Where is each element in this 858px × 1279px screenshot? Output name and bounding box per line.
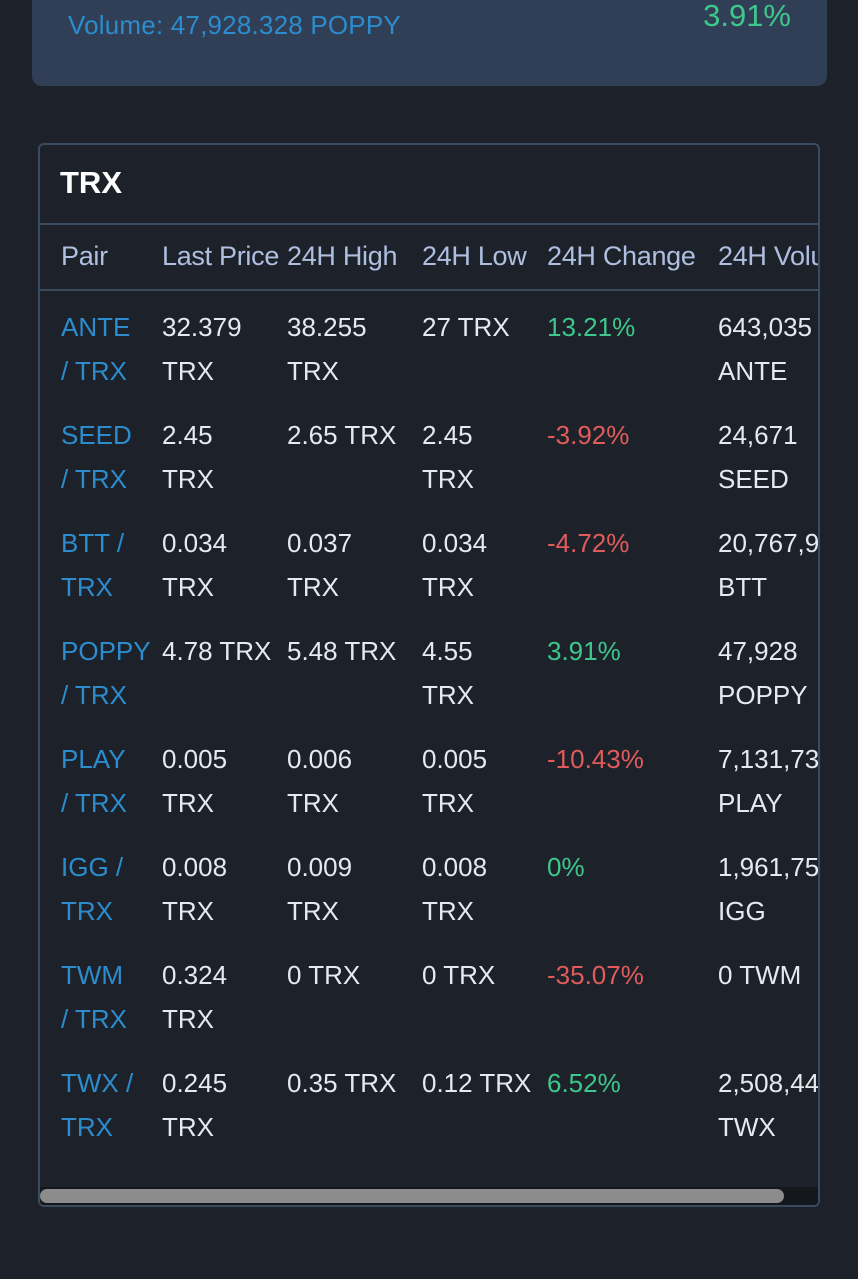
low-price: 4.55 TRX [422,636,474,710]
high-price: 5.48 TRX [287,636,397,666]
table-row[interactable]: TWX / TRX 0.245 TRX 0.35 TRX 0.12 TRX 6.… [40,1047,820,1155]
low-price: 0.034 TRX [422,528,488,602]
pair-link[interactable]: BTT / TRX [61,528,125,602]
pair-link[interactable]: TWX / TRX [61,1068,134,1142]
volume: 20,767,9 BTT [718,528,820,602]
change-percent: -35.07% [547,960,644,990]
pair-link[interactable]: ANTE / TRX [61,312,131,386]
low-price: 27 TRX [422,312,510,342]
last-price: 0.324 TRX [162,960,228,1034]
change-percent: 3.91% [547,636,621,666]
volume: 7,131,73( PLAY [718,744,820,818]
low-price: 0 TRX [422,960,496,990]
change-percent: -3.92% [547,420,630,450]
table-row[interactable]: POPPY / TRX 4.78 TRX 5.48 TRX 4.55 TRX 3… [40,615,818,723]
volume: 1,961,75 IGG [718,852,820,926]
table-row[interactable]: SEED / TRX 2.45 TRX 2.65 TRX 2.45 TRX -3… [40,399,818,507]
volume: 0 TWM [718,960,802,990]
column-header-24h-volume[interactable]: 24H Volu [718,241,820,271]
column-header-24h-change[interactable]: 24H Change [547,241,696,271]
pair-link[interactable]: PLAY / TRX [61,744,127,818]
change-percent: 13.21% [547,312,636,342]
table-header-row: Pair Last Price 24H High 24H Low 24H Cha… [40,225,820,289]
high-price: 0.35 TRX [287,1068,397,1098]
column-header-24h-low[interactable]: 24H Low [422,241,527,271]
volume: 643,035 ANTE [718,312,812,386]
column-header-pair[interactable]: Pair [61,241,108,271]
last-price: 4.78 TRX [162,636,272,666]
ticker-volume: Volume: 47,928.328 POPPY [68,10,401,40]
change-percent: 0% [547,852,585,882]
trx-market-table-card: TRX Pair Last Price 24H High 24H Low 24H… [38,143,820,1207]
low-price: 0.005 TRX [422,744,488,818]
last-price: 0.245 TRX [162,1068,228,1142]
last-price: 32.379 TRX [162,312,242,386]
table-row[interactable]: BTT / TRX 0.034 TRX 0.037 TRX 0.034 TRX … [40,507,820,615]
horizontal-scrollbar[interactable] [40,1187,818,1205]
ticker-summary-card: Volume: 47,928.328 POPPY 3.91% [32,0,827,86]
low-price: 0.12 TRX [422,1068,532,1098]
change-percent: -4.72% [547,528,630,558]
last-price: 0.034 TRX [162,528,228,602]
change-percent: 6.52% [547,1068,621,1098]
table-row[interactable]: PLAY / TRX 0.005 TRX 0.006 TRX 0.005 TRX… [40,723,820,831]
header-divider [40,289,818,291]
volume: 24,671 SEED [718,420,798,494]
volume: 47,928 POPPY [718,636,808,710]
pair-link[interactable]: IGG / TRX [61,852,124,926]
last-price: 2.45 TRX [162,420,214,494]
last-price: 0.008 TRX [162,852,228,926]
volume: 2,508,44 TWX [718,1068,820,1142]
table-body: ANTE / TRX 32.379 TRX 38.255 TRX 27 TRX … [40,291,820,1155]
column-header-24h-high[interactable]: 24H High [287,241,398,271]
pair-link[interactable]: POPPY / TRX [61,636,151,710]
table-row[interactable]: IGG / TRX 0.008 TRX 0.009 TRX 0.008 TRX … [40,831,820,939]
high-price: 2.65 TRX [287,420,397,450]
high-price: 0.009 TRX [287,852,353,926]
high-price: 0 TRX [287,960,361,990]
change-percent: -10.43% [547,744,644,774]
market-title: TRX [60,165,122,200]
pair-link[interactable]: TWM / TRX [61,960,127,1034]
high-price: 38.255 TRX [287,312,367,386]
high-price: 0.006 TRX [287,744,353,818]
scrollbar-thumb[interactable] [40,1189,784,1203]
ticker-change: 3.91% [703,0,791,33]
table-row[interactable]: TWM / TRX 0.324 TRX 0 TRX 0 TRX -35.07% … [40,939,818,1047]
column-header-last-price[interactable]: Last Price [162,241,280,271]
table-row[interactable]: ANTE / TRX 32.379 TRX 38.255 TRX 27 TRX … [40,291,818,399]
last-price: 0.005 TRX [162,744,228,818]
pair-link[interactable]: SEED / TRX [61,420,132,494]
title-divider [40,223,818,225]
low-price: 2.45 TRX [422,420,474,494]
high-price: 0.037 TRX [287,528,353,602]
low-price: 0.008 TRX [422,852,488,926]
